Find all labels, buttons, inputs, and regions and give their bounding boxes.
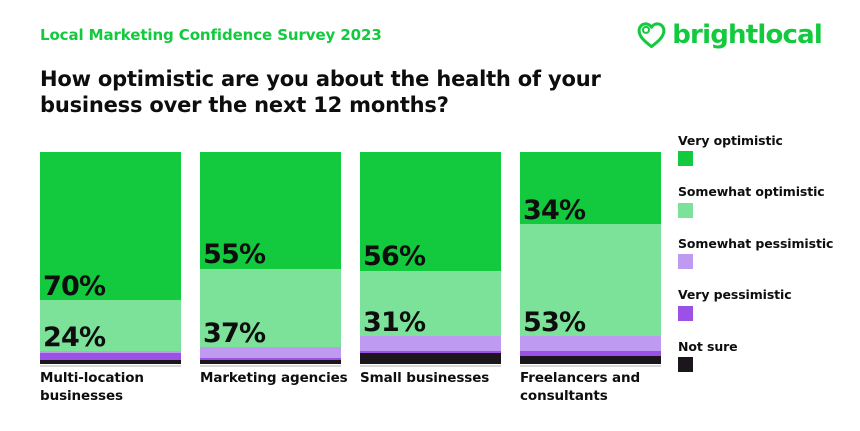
value-label-somewhat-optimistic: 24% — [43, 321, 106, 353]
segment-somewhat-pessimistic — [200, 347, 341, 358]
legend-label: Not sure — [678, 338, 738, 354]
segment-somewhat-optimistic — [520, 224, 661, 337]
segment-not-sure — [520, 355, 661, 364]
chart-title: How optimistic are you about the health … — [40, 67, 601, 118]
legend-swatch — [678, 202, 693, 218]
survey-label: Local Marketing Confidence Survey 2023 — [40, 26, 382, 44]
legend: Very optimistic Somewhat optimistic Somewh… — [678, 133, 858, 391]
segment-not-sure — [360, 353, 501, 364]
legend-item-not-sure: Not sure — [678, 338, 858, 372]
legend-item-somewhat-optimistic: Somewhat optimistic — [678, 184, 858, 218]
value-label-very-optimistic: 70% — [43, 270, 106, 302]
value-label-very-optimistic: 34% — [523, 194, 586, 226]
segment-somewhat-optimistic — [360, 270, 501, 337]
segment-very-pessimistic — [200, 357, 341, 360]
segment-very-optimistic — [360, 152, 501, 271]
category-label-multi-location-businesses: Multi-location businesses — [40, 370, 144, 404]
category-label-marketing-agencies: Marketing agencies — [200, 370, 348, 386]
segment-very-optimistic — [200, 152, 341, 269]
legend-item-very-optimistic: Very optimistic — [678, 133, 858, 167]
legend-swatch — [678, 356, 693, 372]
segment-not-sure — [40, 359, 181, 364]
segment-very-pessimistic — [360, 351, 501, 354]
segment-somewhat-pessimistic — [40, 351, 181, 354]
heart-pin-icon — [636, 20, 667, 50]
legend-swatch — [678, 151, 693, 167]
value-label-somewhat-optimistic: 53% — [523, 307, 586, 338]
segment-somewhat-optimistic — [200, 268, 341, 348]
segment-very-optimistic — [520, 152, 661, 225]
category-label-freelancers-and-consultants: Freelancers and consultants — [520, 370, 641, 404]
segment-not-sure — [200, 359, 341, 364]
brand-wordmark: brightlocal — [672, 20, 823, 50]
brightlocal-logo: brightlocal — [636, 20, 823, 50]
segment-very-pessimistic — [40, 353, 181, 360]
legend-swatch — [678, 254, 693, 270]
bar-freelancers-and-consultants: 34% 53% — [520, 152, 661, 367]
legend-item-somewhat-pessimistic: Somewhat pessimistic — [678, 235, 858, 270]
value-label-very-optimistic: 55% — [203, 239, 266, 271]
value-label-somewhat-optimistic: 37% — [203, 317, 266, 349]
legend-swatch — [678, 305, 693, 321]
bar-small-businesses: 56% 31% — [360, 152, 501, 367]
segment-very-pessimistic — [520, 351, 661, 356]
bar-multi-location-businesses: 70% 24% — [40, 152, 181, 367]
category-label-small-businesses: Small businesses — [360, 370, 490, 386]
value-label-somewhat-optimistic: 31% — [363, 307, 426, 338]
segment-somewhat-pessimistic — [520, 336, 661, 352]
legend-item-very-pessimistic: Very pessimistic — [678, 287, 858, 321]
legend-label: Somewhat optimistic — [678, 184, 825, 200]
bar-marketing-agencies: 55% 37% — [200, 152, 341, 367]
value-label-very-optimistic: 56% — [363, 241, 426, 273]
legend-label: Very optimistic — [678, 133, 783, 148]
segment-somewhat-optimistic — [40, 300, 181, 352]
segment-very-optimistic — [40, 152, 181, 301]
legend-label: Somewhat pessimistic — [678, 235, 834, 251]
segment-somewhat-pessimistic — [360, 336, 501, 352]
legend-label: Very pessimistic — [678, 287, 792, 303]
